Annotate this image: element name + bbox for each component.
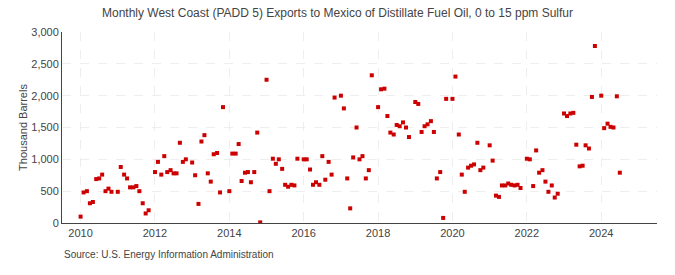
svg-text:2022: 2022 xyxy=(515,227,539,239)
svg-text:2020: 2020 xyxy=(440,227,464,239)
svg-text:2014: 2014 xyxy=(217,227,241,239)
svg-text:2010: 2010 xyxy=(68,227,92,239)
svg-text:2016: 2016 xyxy=(291,227,315,239)
svg-text:0: 0 xyxy=(53,217,59,229)
svg-text:500: 500 xyxy=(40,185,58,197)
svg-text:3,000: 3,000 xyxy=(31,26,59,38)
svg-text:Thousand Barrels: Thousand Barrels xyxy=(17,84,29,171)
svg-text:2018: 2018 xyxy=(366,227,390,239)
svg-text:Monthly West Coast (PADD 5) Ex: Monthly West Coast (PADD 5) Exports to M… xyxy=(102,6,573,20)
svg-text:2012: 2012 xyxy=(143,227,167,239)
svg-text:2,500: 2,500 xyxy=(31,58,59,70)
svg-text:Source: U.S. Energy Informatio: Source: U.S. Energy Information Administ… xyxy=(64,249,274,260)
svg-text:1,000: 1,000 xyxy=(31,153,59,165)
svg-text:2024: 2024 xyxy=(589,227,613,239)
svg-text:1,500: 1,500 xyxy=(31,121,59,133)
svg-text:2,000: 2,000 xyxy=(31,90,59,102)
